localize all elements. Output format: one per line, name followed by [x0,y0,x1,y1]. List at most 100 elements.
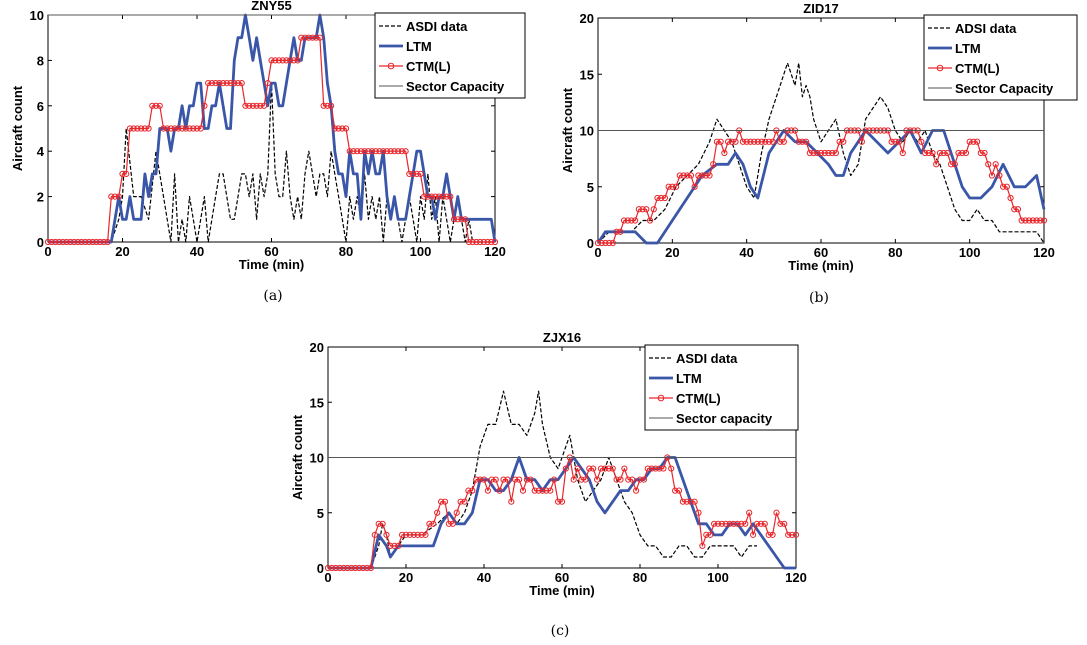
series-ctm-l-point [216,80,223,87]
x-tick-label: 80 [888,245,902,260]
series-ctm-l-point [582,476,589,483]
series-ctm-l-point [253,102,260,109]
series-ctm-l-point [357,148,364,155]
series-ctm-l-point [59,238,67,246]
y-tick-label: 0 [37,235,44,250]
series-ctm-l-point [762,138,769,145]
series-ctm-l-point [586,465,593,472]
series-ctm-l-point [454,216,461,223]
series-ctm-l-point [672,487,679,494]
series-ctm-l-point [477,476,484,483]
series-ctm-l-point [947,161,955,168]
series-ctm-l-point [223,80,230,87]
series-ctm-l-point [212,80,219,87]
series-ctm-l-point [48,238,55,246]
series-ctm-l-point [535,487,542,494]
figure-caption: (a) [263,288,282,304]
series-ctm-l-point [951,161,958,168]
series-ctm-l-point [785,531,792,538]
series-ctm-l-point [152,102,160,109]
series-ctm-l-point [602,239,609,247]
series-ctm-l-point [892,138,899,145]
y-tick-label: 5 [317,506,324,521]
series-ctm-l-point [754,138,761,145]
series-ctm-l-point [480,238,487,246]
series-ctm-l-point [543,487,550,494]
series-ctm-l-point [391,542,398,550]
series-ctm-l-point [130,125,137,132]
series-ctm-l-point [702,172,709,179]
series-ctm-l-point [328,564,335,572]
series-ctm-l-point [457,498,464,505]
series-ctm-l-point [409,170,417,177]
series-ctm-l-point [836,138,843,145]
series-ctm-l-point [613,476,620,483]
series-ctm-l-point [342,125,350,132]
y-tick-label: 20 [580,11,594,26]
chart-title: ZID17 [803,1,838,16]
series-ctm-l-point [104,238,111,246]
series-ctm-l-point [730,520,737,527]
series-ctm-l-point [367,564,374,572]
series-ctm-l-point [711,520,718,527]
series-ctm-l-point [264,80,271,87]
series-ctm-l-point [491,238,499,246]
legend: ADSI data LTM CTM(L) Sector Capacity [923,14,1078,101]
series-ctm-l-point [609,465,616,472]
series-ctm-l-line [328,456,796,569]
series-ctm-l-point [765,531,772,538]
series-ctm-l-point [840,138,847,145]
series-ctm-l-point [858,138,865,145]
series-ctm-l-point [462,216,469,223]
series-ctm-l-point [639,206,646,213]
series-ctm-l-point [646,217,654,224]
series-ctm-l-point [453,509,460,516]
series-ctm-l-point [724,138,732,145]
series-ctm-l-point [100,238,107,246]
series-ctm-l-point [732,138,739,145]
series-ctm-l-point [406,531,413,538]
series-ctm-l-point [402,531,410,538]
series-ctm-l-point [52,238,59,246]
legend-sector-capacity-label: Sector Capacity [406,79,505,94]
series-ctm-l-point [134,125,141,132]
series-ctm-l-point [703,531,710,538]
series-ctm-l-point [918,138,925,145]
series-ctm-l-point [290,57,297,64]
series-ctm-l-point [625,476,632,483]
series-ctm-l-point [70,238,78,246]
x-tick-label: 40 [477,570,491,585]
series-ctm-l-point [628,217,635,224]
series-ctm-l-point [899,149,906,157]
chart-title: ZJX16 [543,330,581,345]
series-ctm-l-point [516,476,523,483]
series-ctm-l-point [434,509,441,516]
series-ctm-l-point [465,238,473,246]
series-ctm-l-point [438,498,445,505]
series-ctm-l-point [205,80,212,87]
series-ctm-l-point [422,531,429,538]
y-tick-label: 15 [310,395,324,410]
series-ctm-l-point [758,138,765,145]
series-ctm-l-point [234,80,242,87]
series-ctm-l-point [578,476,585,483]
series-ctm-l-point [360,564,367,572]
series-ctm-l-point [1037,217,1044,224]
series-ctm-l-point [391,148,398,155]
x-tick-label: 100 [707,570,729,585]
series-ctm-l-point [93,238,100,246]
series-ctm-l-point [981,149,988,157]
series-ctm-l-point [676,172,683,179]
series-ctm-l-point [635,206,642,213]
series-ctm-l-point [925,149,932,157]
series-ctm-l-point [344,564,351,572]
series-ctm-l-point [186,125,193,132]
x-tick-label: 120 [1033,245,1055,260]
legend: ASDI data LTM CTM(L) Sector capacity [644,344,799,431]
series-ctm-l-point [268,57,275,64]
y-tick-label: 2 [37,190,44,205]
series-ctm-l-point [406,170,413,177]
series-ctm-l-point [108,193,115,200]
series-ctm-l-point [376,148,383,155]
series-ctm-l-point [227,80,234,87]
